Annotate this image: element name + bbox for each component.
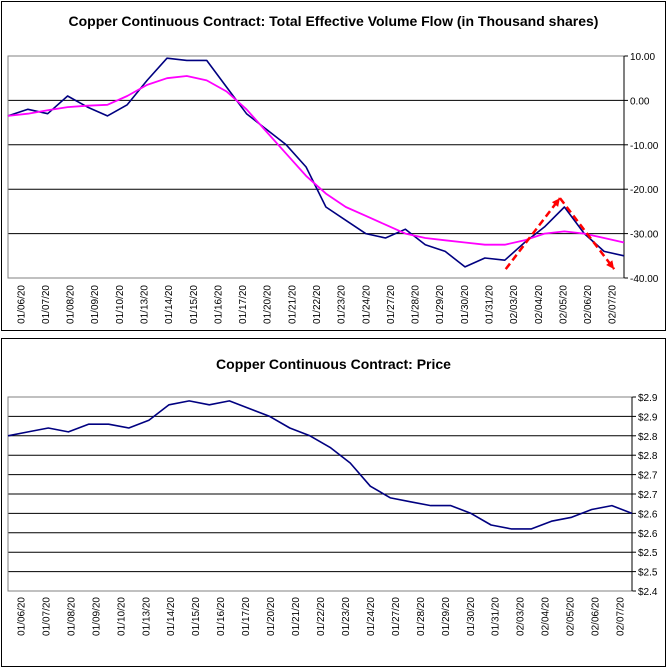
series-line-2	[7, 75, 625, 246]
x-tick-label: 01/07/20	[41, 597, 52, 636]
x-tick-label: 01/20/20	[266, 597, 277, 636]
x-tick-label: 01/13/20	[141, 597, 152, 636]
x-tick-label: 01/10/20	[115, 285, 126, 324]
x-tick-label: 01/17/20	[238, 285, 249, 324]
trend-arrow-segment	[558, 197, 616, 270]
x-tick-label: 01/28/20	[416, 597, 427, 636]
x-tick-label: 01/14/20	[164, 285, 175, 324]
x-tick-label: 02/04/20	[541, 597, 552, 636]
x-tick-label: 02/03/20	[509, 285, 520, 324]
y-tick-label: 10.00	[630, 52, 655, 63]
x-tick-label: 02/07/20	[608, 285, 619, 324]
x-tick-label: 01/23/20	[341, 597, 352, 636]
x-tick-label: 01/24/20	[361, 285, 372, 324]
x-tick-label: 01/15/20	[191, 597, 202, 636]
x-tick-label: 01/10/20	[116, 597, 127, 636]
y-tick-label: $2.8	[638, 432, 658, 443]
x-tick-label: 01/27/20	[386, 285, 397, 324]
x-tick-label: 02/03/20	[516, 597, 527, 636]
series-line-1	[7, 400, 633, 530]
x-tick-label: 01/16/20	[216, 597, 227, 636]
y-tick-label: $2.5	[638, 568, 658, 579]
x-tick-label: 02/06/20	[583, 285, 594, 324]
x-tick-label: 01/24/20	[366, 597, 377, 636]
y-tick-label: $2.5	[638, 548, 658, 559]
y-tick-label: $2.9	[638, 412, 658, 423]
x-tick-label: 02/07/20	[616, 597, 627, 636]
x-tick-label: 01/09/20	[91, 597, 102, 636]
x-tick-label: 01/27/20	[391, 597, 402, 636]
x-tick-label: 01/08/20	[66, 285, 77, 324]
x-tick-label: 01/28/20	[411, 285, 422, 324]
trend-arrow-segment	[504, 197, 561, 270]
x-tick-label: 01/21/20	[291, 597, 302, 636]
x-tick-label: 01/31/20	[484, 285, 495, 324]
x-tick-label: 01/17/20	[241, 597, 252, 636]
y-tick-label: $2.8	[638, 451, 658, 462]
x-tick-label: 02/05/20	[566, 597, 577, 636]
y-tick-label: $2.6	[638, 509, 658, 520]
price-chart-panel: Copper Continuous Contract: Price $2.9 $2…	[1, 338, 666, 667]
price-chart: $2.9 $2.9 $2.8 $2.8 $2.7 $2.7 $2.6 $2.6 $2.5 $2.5…	[7, 393, 658, 636]
y-tick-label: -20.00	[630, 185, 659, 196]
volume-flow-chart: 10.00 0.00 -10.00 -20.00 -30.00 -40.00 01/06/2…	[7, 52, 659, 324]
x-tick-label: 01/07/20	[41, 285, 52, 324]
x-tick-label: 01/20/20	[263, 285, 274, 324]
x-tick-label: 01/22/20	[316, 597, 327, 636]
x-tick-label: 02/05/20	[558, 285, 569, 324]
trend-arrow-head	[551, 198, 560, 207]
x-tick-label: 01/30/20	[466, 597, 477, 636]
series-line-1	[7, 57, 625, 268]
x-tick-label: 01/23/20	[337, 285, 348, 324]
x-tick-label: 01/08/20	[66, 597, 77, 636]
volume-flow-chart-title: Copper Continuous Contract: Total Effect…	[68, 13, 599, 29]
x-tick-label: 01/06/20	[16, 285, 27, 324]
y-tick-label: $2.6	[638, 529, 658, 540]
x-tick-label: 01/09/20	[90, 285, 101, 324]
x-tick-label: 01/21/20	[287, 285, 298, 324]
y-tick-label: -40.00	[630, 274, 659, 285]
x-tick-label: 01/29/20	[435, 285, 446, 324]
plot-area-border	[7, 55, 625, 279]
x-tick-label: 01/29/20	[441, 597, 452, 636]
x-tick-label: 02/06/20	[591, 597, 602, 636]
x-tick-label: 01/06/20	[16, 597, 27, 636]
x-tick-label: 01/31/20	[491, 597, 502, 636]
y-tick-label: $2.9	[638, 393, 658, 404]
volume-flow-chart-panel: Copper Continuous Contract: Total Effect…	[1, 1, 666, 331]
y-tick-label: 0.00	[630, 96, 650, 107]
x-tick-label: 01/22/20	[312, 285, 323, 324]
y-tick-label: $2.7	[638, 471, 658, 482]
x-tick-label: 01/13/20	[140, 285, 151, 324]
price-chart-title: Copper Continuous Contract: Price	[216, 356, 451, 372]
y-tick-label: -30.00	[630, 230, 659, 241]
y-tick-label: $2.7	[638, 490, 658, 501]
x-tick-label: 01/16/20	[213, 285, 224, 324]
x-tick-label: 01/14/20	[166, 597, 177, 636]
x-tick-label: 02/04/20	[534, 285, 545, 324]
trend-arrow-head	[606, 260, 615, 270]
y-tick-label: $2.4	[638, 587, 658, 598]
x-tick-label: 01/15/20	[189, 285, 200, 324]
y-tick-label: -10.00	[630, 141, 659, 152]
x-tick-label: 01/30/20	[460, 285, 471, 324]
